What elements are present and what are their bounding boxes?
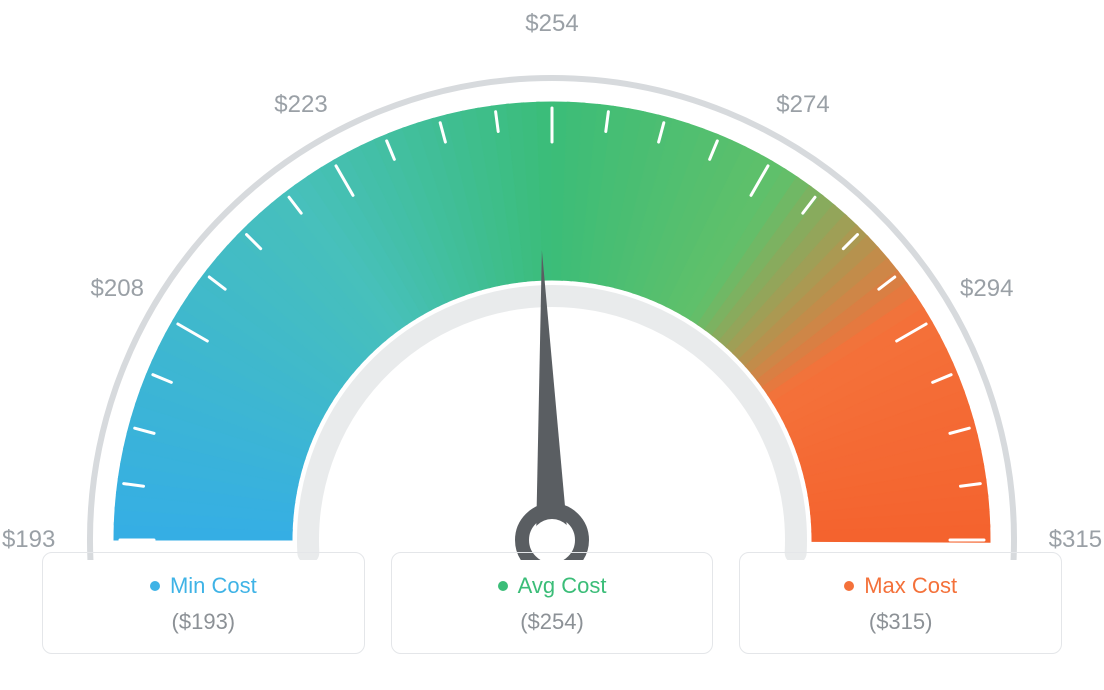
legend-title-avg: Avg Cost <box>498 573 607 599</box>
gauge-tick-label: $294 <box>960 275 1013 303</box>
gauge-tick-label: $315 <box>1049 526 1102 554</box>
gauge-svg <box>0 0 1104 560</box>
legend-value-max: ($315) <box>750 609 1051 635</box>
legend-value-avg: ($254) <box>402 609 703 635</box>
gauge: $193 $208 $223 $254 $274 $294 $315 <box>0 0 1104 560</box>
legend-card-avg: Avg Cost ($254) <box>391 552 714 654</box>
gauge-tick-label: $223 <box>274 91 327 119</box>
legend-row: Min Cost ($193) Avg Cost ($254) Max Cost… <box>42 552 1062 654</box>
legend-card-max: Max Cost ($315) <box>739 552 1062 654</box>
legend-card-min: Min Cost ($193) <box>42 552 365 654</box>
gauge-tick-label: $193 <box>2 526 55 554</box>
legend-title-label: Min Cost <box>170 573 257 599</box>
legend-value-min: ($193) <box>53 609 354 635</box>
gauge-tick-label: $208 <box>91 275 144 303</box>
legend-title-label: Avg Cost <box>518 573 607 599</box>
chart-container: $193 $208 $223 $254 $274 $294 $315 Min Cost ($… <box>0 0 1104 690</box>
legend-title-min: Min Cost <box>150 573 257 599</box>
legend-title-label: Max Cost <box>864 573 957 599</box>
gauge-tick-label: $254 <box>525 10 578 38</box>
legend-title-max: Max Cost <box>844 573 957 599</box>
dot-icon <box>844 581 854 591</box>
dot-icon <box>150 581 160 591</box>
gauge-tick-label: $274 <box>776 91 829 119</box>
dot-icon <box>498 581 508 591</box>
